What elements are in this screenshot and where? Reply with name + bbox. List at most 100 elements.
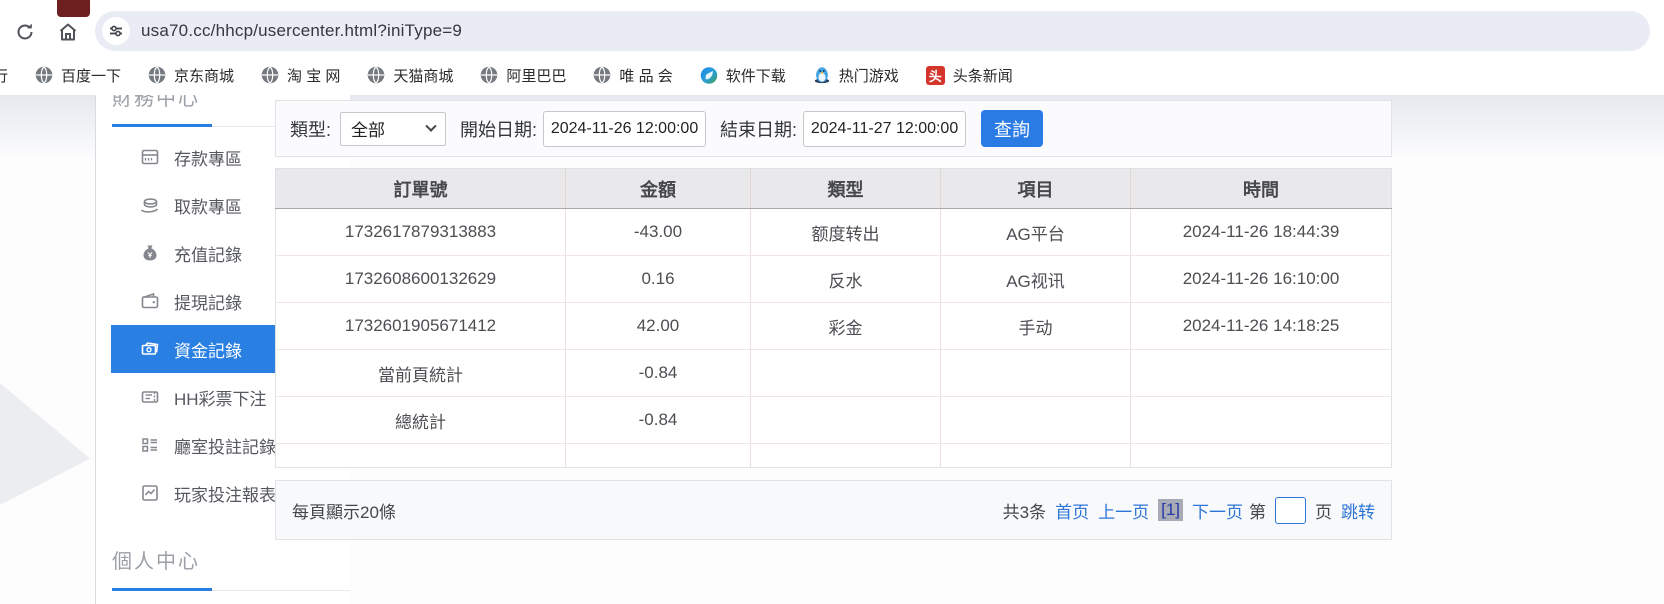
penguin-game-icon bbox=[813, 66, 831, 84]
per-page-label: 每頁顯示20條 bbox=[292, 502, 396, 522]
url-text[interactable]: usa70.cc/hhcp/usercenter.html?iniType=9 bbox=[141, 21, 463, 40]
cell-amount: -0.84 bbox=[565, 349, 751, 397]
bookmark-item-vip[interactable]: 唯 品 会 bbox=[593, 65, 673, 86]
column-header-amount: 金額 bbox=[565, 168, 751, 209]
chart-report-icon bbox=[139, 483, 161, 503]
pager: 共3条 首页 上一页 [1] 下一页 第 页 跳转 bbox=[1002, 496, 1375, 524]
bookmark-label: 行 bbox=[0, 67, 9, 85]
sidebar-item-hall-bet-record[interactable]: 廳室投註記錄 bbox=[111, 421, 350, 469]
cell-type: 彩金 bbox=[750, 302, 941, 350]
globe-favicon-icon bbox=[261, 66, 279, 84]
pagination-bar: 每頁顯示20條 共3条 首页 上一页 [1] 下一页 第 页 跳转 bbox=[275, 480, 1392, 540]
cell-order-no: 1732617879313883 bbox=[275, 208, 566, 256]
sidebar-item-label: HH彩票下注 bbox=[174, 389, 267, 409]
cell-item: 手动 bbox=[940, 302, 1131, 350]
globe-favicon-icon bbox=[148, 66, 166, 84]
sidebar-item-deposit[interactable]: 存款專區 bbox=[111, 133, 350, 181]
divider bbox=[112, 590, 350, 591]
bookmark-label: 京东商城 bbox=[174, 67, 235, 85]
bookmark-label: 唯 品 会 bbox=[619, 67, 673, 85]
site-settings-icon[interactable] bbox=[102, 17, 130, 45]
cell-amount: 42.00 bbox=[565, 302, 751, 350]
sidebar-item-withdraw-record[interactable]: 提現記錄 bbox=[111, 277, 350, 325]
globe-favicon-icon bbox=[35, 66, 53, 84]
next-page-link[interactable]: 下一页 bbox=[1192, 502, 1243, 522]
sidebar-item-player-bet-report[interactable]: 玩家投注報表 bbox=[111, 469, 350, 517]
jump-suffix-label: 页 bbox=[1315, 502, 1332, 522]
bookmarks-bar: 行 百度一下 京东商城 淘 宝 网 天猫商城 bbox=[0, 55, 1664, 95]
type-filter-label: 類型: bbox=[290, 119, 332, 140]
type-select-value: 全部 bbox=[351, 121, 386, 140]
cell-label: 總統計 bbox=[275, 396, 566, 444]
cell-type: 反水 bbox=[750, 255, 941, 303]
sidebar-item-withdraw[interactable]: 取款專區 bbox=[111, 181, 350, 229]
reload-icon bbox=[17, 23, 33, 40]
sidebar-item-label: 存款專區 bbox=[174, 149, 242, 169]
type-select[interactable]: 全部 bbox=[340, 111, 447, 146]
chevron-down-icon bbox=[425, 120, 437, 132]
accent-divider bbox=[112, 124, 212, 127]
table-row-grand-total: 總統計 -0.84 bbox=[275, 396, 1392, 444]
reload-button[interactable] bbox=[10, 17, 40, 47]
end-date-label: 結束日期: bbox=[720, 119, 798, 140]
table-header-row: 訂單號 金額 類型 項目 時間 bbox=[275, 168, 1392, 209]
page-jump-input[interactable] bbox=[1275, 496, 1306, 524]
sidebar-item-label: 廳室投註記錄 bbox=[174, 437, 276, 457]
first-page-link[interactable]: 首页 bbox=[1055, 502, 1090, 522]
prev-page-link[interactable]: 上一页 bbox=[1098, 502, 1150, 522]
sidebar-item-label: 資金記錄 bbox=[174, 341, 242, 361]
sidebar-item-recharge-record[interactable]: 充值記錄 bbox=[111, 229, 350, 277]
background-triangle-decoration bbox=[0, 383, 90, 505]
bookmark-label: 阿里巴巴 bbox=[506, 67, 567, 85]
sidebar-item-hh-lottery-bets[interactable]: HH彩票下注 bbox=[111, 373, 350, 421]
sidebar-item-label: 取款專區 bbox=[174, 197, 242, 217]
table-row: 1732601905671412 42.00 彩金 手动 2024-11-26 … bbox=[275, 302, 1392, 350]
home-button[interactable] bbox=[53, 17, 83, 47]
globe-favicon-icon bbox=[367, 66, 385, 84]
table-row-page-total: 當前頁統計 -0.84 bbox=[275, 349, 1392, 397]
column-header-order-no: 訂單號 bbox=[275, 168, 566, 209]
bookmark-label: 热门游戏 bbox=[838, 67, 899, 85]
home-icon bbox=[59, 23, 77, 41]
bookmark-item-games[interactable]: 热门游戏 bbox=[813, 65, 899, 86]
bookmark-item-toutiao[interactable]: 头 头条新闻 bbox=[925, 65, 1013, 86]
cell-item: AG视讯 bbox=[940, 255, 1131, 303]
table-row: 1732608600132629 0.16 反水 AG视讯 2024-11-26… bbox=[275, 255, 1392, 303]
software-download-icon bbox=[700, 66, 718, 84]
column-header-item: 項目 bbox=[940, 168, 1131, 209]
bookmark-label: 百度一下 bbox=[61, 67, 122, 85]
cell-order-no: 1732601905671412 bbox=[275, 302, 566, 350]
tab-favicon[interactable] bbox=[57, 0, 90, 17]
banknotes-icon bbox=[139, 339, 161, 359]
bookmark-item-tmall[interactable]: 天猫商城 bbox=[367, 65, 453, 86]
sidebar-item-label: 充值記錄 bbox=[174, 245, 242, 265]
total-count-label: 共3条 bbox=[1002, 502, 1047, 522]
bookmark-item-partial[interactable]: 行 bbox=[0, 65, 8, 86]
bookmark-label: 淘 宝 网 bbox=[287, 67, 341, 85]
current-page-indicator[interactable]: [1] bbox=[1158, 499, 1183, 521]
start-date-input[interactable] bbox=[543, 110, 707, 147]
table-spacer-row bbox=[276, 443, 1392, 468]
divider bbox=[112, 126, 350, 127]
globe-favicon-icon bbox=[480, 66, 498, 84]
wallet-icon bbox=[139, 291, 161, 311]
jump-go-link[interactable]: 跳转 bbox=[1341, 502, 1375, 522]
bookmark-item-alibaba[interactable]: 阿里巴巴 bbox=[480, 65, 566, 86]
bookmark-item-jd[interactable]: 京东商城 bbox=[148, 65, 234, 86]
address-bar[interactable]: usa70.cc/hhcp/usercenter.html?iniType=9 bbox=[95, 11, 1650, 51]
globe-favicon-icon bbox=[593, 66, 611, 84]
cell-time: 2024-11-26 16:10:00 bbox=[1130, 255, 1392, 303]
funds-record-table: 訂單號 金額 類型 項目 時間 1732617879313883 -43.00 … bbox=[275, 168, 1392, 468]
end-date-input[interactable] bbox=[803, 110, 967, 147]
bookmark-item-baidu[interactable]: 百度一下 bbox=[35, 65, 121, 86]
ticket-icon bbox=[139, 387, 161, 407]
search-button[interactable]: 查詢 bbox=[981, 110, 1044, 147]
bookmark-item-taobao[interactable]: 淘 宝 网 bbox=[261, 65, 340, 86]
cell-time: 2024-11-26 18:44:39 bbox=[1130, 208, 1392, 256]
deposit-machine-icon bbox=[139, 147, 161, 167]
bookmark-item-software[interactable]: 软件下载 bbox=[700, 65, 786, 86]
sidebar-section-finance: 財務中心 bbox=[112, 95, 200, 110]
start-date-label: 開始日期: bbox=[460, 119, 538, 140]
cell-amount: -0.84 bbox=[565, 396, 751, 444]
